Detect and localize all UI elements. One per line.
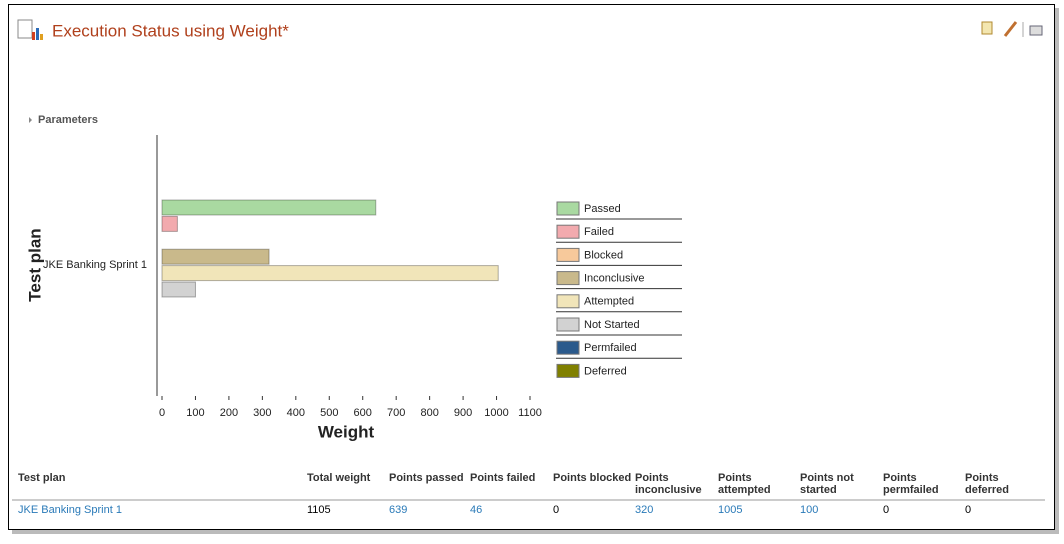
table-cell[interactable]: 320 (635, 504, 654, 516)
x-tick-label: 100 (186, 407, 204, 419)
x-tick-label: 700 (387, 407, 405, 419)
category-label: JKE Banking Sprint 1 (43, 259, 147, 271)
legend-label: Deferred (584, 365, 627, 377)
legend-swatch (556, 271, 580, 286)
column-header: Points permfailed (883, 472, 939, 496)
bar (161, 281, 196, 298)
x-tick-label: 500 (320, 407, 338, 419)
bar (161, 215, 178, 232)
column-header: Total weight (307, 472, 371, 484)
table-cell[interactable]: JKE Banking Sprint 1 (18, 504, 122, 516)
expand-arrow[interactable] (29, 117, 32, 123)
legend-label: Inconclusive (584, 273, 645, 285)
legend-swatch (556, 201, 580, 216)
x-tick-label: 0 (159, 407, 165, 419)
x-tick-label: 1000 (484, 407, 508, 419)
legend-label: Blocked (584, 249, 623, 261)
column-header: Points failed (470, 472, 536, 484)
legend-swatch (556, 340, 580, 355)
legend-label: Not Started (584, 319, 640, 331)
bar (161, 248, 270, 265)
legend-swatch (556, 224, 580, 239)
table-cell[interactable]: 639 (389, 504, 408, 516)
report-icon (17, 19, 43, 40)
x-tick-label: 600 (354, 407, 372, 419)
toolbar-icons[interactable] (981, 21, 1043, 37)
column-header: Points not started (800, 472, 854, 496)
column-header: Points blocked (553, 472, 632, 484)
legend-label: Failed (584, 226, 614, 238)
legend-swatch (556, 247, 580, 262)
table-cell: 0 (883, 504, 890, 516)
table-cell: 0 (553, 504, 560, 516)
x-axis-label: Weight (318, 422, 375, 441)
column-header: Points deferred (965, 472, 1010, 496)
table-cell[interactable]: 46 (470, 504, 483, 516)
column-header: Points attempted (718, 472, 771, 496)
bar (161, 199, 377, 216)
legend-label: Permfailed (584, 342, 637, 354)
legend-label: Passed (584, 203, 621, 215)
table-cell[interactable]: 100 (800, 504, 819, 516)
x-tick-label: 800 (420, 407, 438, 419)
legend-swatch (556, 317, 580, 332)
table-cell[interactable]: 1005 (718, 504, 743, 516)
bar (161, 265, 499, 282)
x-tick-label: 300 (253, 407, 271, 419)
table-cell: 0 (965, 504, 972, 516)
column-header: Points inconclusive (635, 472, 702, 496)
column-header: Test plan (18, 472, 66, 484)
x-tick-label: 900 (454, 407, 472, 419)
column-header: Points passed (389, 472, 464, 484)
legend-swatch (556, 294, 580, 309)
parameters-toggle[interactable]: Parameters (38, 114, 98, 126)
table-cell: 1105 (307, 504, 331, 516)
legend-swatch (556, 363, 580, 378)
widget-title: Execution Status using Weight* (52, 21, 289, 40)
y-axis-label: Test plan (25, 228, 44, 301)
x-tick-label: 400 (287, 407, 305, 419)
legend-label: Attempted (584, 296, 634, 308)
x-tick-label: 1100 (518, 407, 542, 419)
x-tick-label: 200 (220, 407, 238, 419)
